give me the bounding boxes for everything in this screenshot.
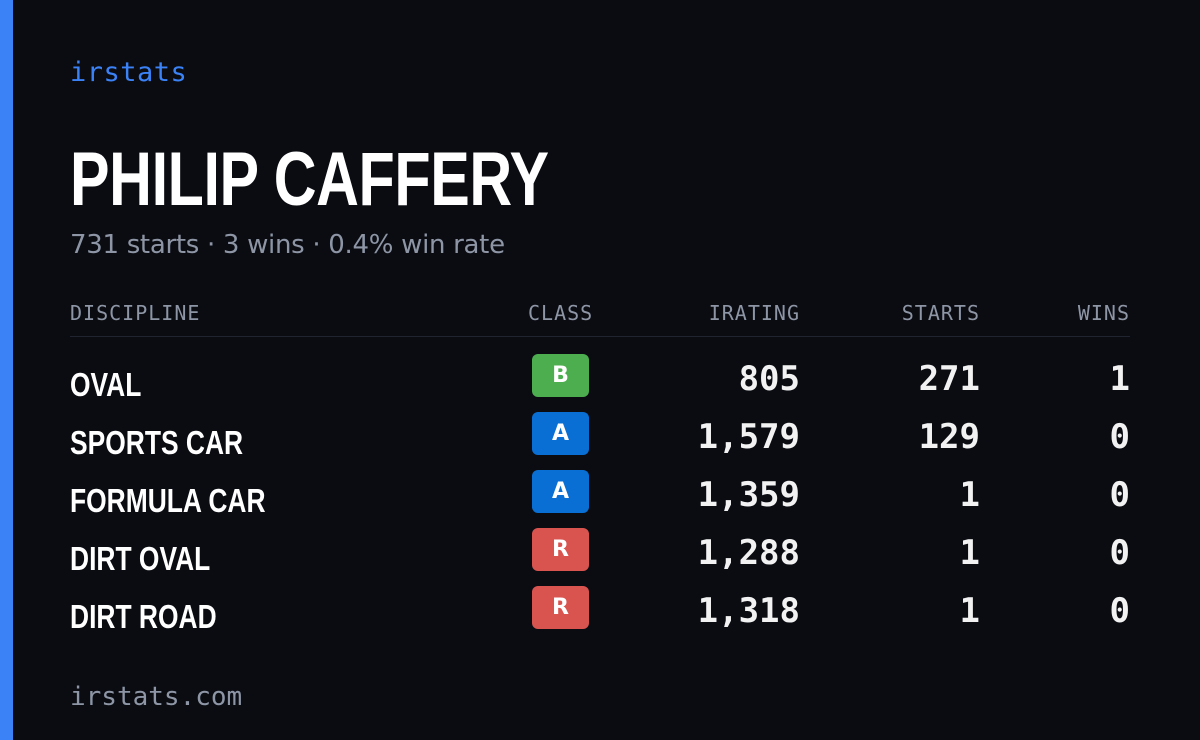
starts-value: 1 (959, 533, 980, 573)
class-badge: A (532, 470, 589, 513)
table-header: DISCIPLINE CLASS IRATING STARTS WINS (70, 298, 1130, 337)
discipline-name: DIRT OVAL (70, 540, 211, 577)
header-discipline: DISCIPLINE (70, 301, 201, 325)
brand-logo-text: irstats (70, 57, 188, 88)
header-wins: WINS (1077, 301, 1130, 325)
discipline-name: FORMULA CAR (70, 482, 266, 519)
wins-value: 0 (1109, 533, 1130, 573)
header-irating: IRATING (708, 301, 800, 325)
header-class: CLASS (528, 301, 594, 325)
class-badge: B (532, 354, 589, 397)
wins-value: 0 (1109, 591, 1130, 631)
irating-value: 805 (738, 359, 800, 399)
table-row: DIRT OVAL R 1,288 1 0 (70, 524, 1130, 582)
discipline-name: OVAL (70, 366, 142, 403)
accent-bar (0, 0, 13, 740)
irating-value: 1,579 (697, 417, 800, 457)
irating-value: 1,288 (697, 533, 800, 573)
driver-name: PHILIP CAFFERY (70, 137, 549, 222)
class-badge: R (532, 528, 589, 571)
table-row: OVAL B 805 271 1 (70, 350, 1130, 408)
table-row: FORMULA CAR A 1,359 1 0 (70, 466, 1130, 524)
irating-value: 1,359 (697, 475, 800, 515)
class-badge: A (532, 412, 589, 455)
wins-value: 0 (1109, 475, 1130, 515)
class-badge: R (532, 586, 589, 629)
discipline-name: DIRT ROAD (70, 598, 217, 635)
wins-value: 1 (1109, 359, 1130, 399)
table-row: SPORTS CAR A 1,579 129 0 (70, 408, 1130, 466)
discipline-name: SPORTS CAR (70, 424, 244, 461)
footer-url[interactable]: irstats.com (70, 682, 243, 712)
wins-value: 0 (1109, 417, 1130, 457)
irating-value: 1,318 (697, 591, 800, 631)
starts-value: 271 (918, 359, 980, 399)
starts-value: 1 (959, 475, 980, 515)
header-starts: STARTS (901, 301, 980, 325)
driver-summary: 731 starts · 3 wins · 0.4% win rate (70, 230, 505, 260)
starts-value: 1 (959, 591, 980, 631)
starts-value: 129 (918, 417, 980, 457)
table-row: DIRT ROAD R 1,318 1 0 (70, 582, 1130, 640)
